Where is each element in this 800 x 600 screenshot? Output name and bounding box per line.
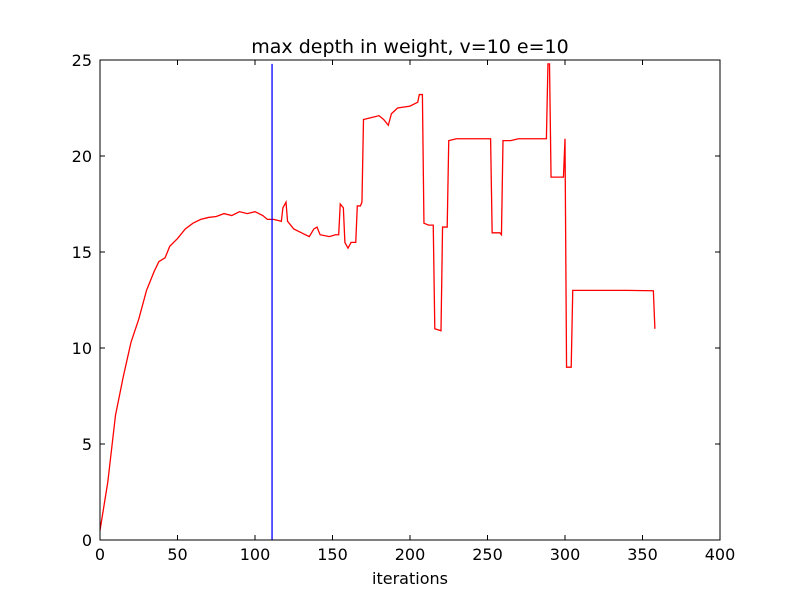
x-axis-label: iterations bbox=[372, 569, 448, 588]
x-tick-label: 150 bbox=[317, 545, 348, 564]
x-tick-label: 200 bbox=[395, 545, 426, 564]
y-tick-label: 10 bbox=[72, 339, 92, 358]
y-tick-label: 5 bbox=[82, 435, 92, 454]
data-line bbox=[99, 63, 656, 531]
y-tick-label: 0 bbox=[82, 531, 92, 550]
y-tick-label: 20 bbox=[72, 147, 92, 166]
y-tick-label: 15 bbox=[72, 243, 92, 262]
chart-title: max depth in weight, v=10 e=10 bbox=[251, 36, 568, 58]
x-tick-label: 0 bbox=[95, 545, 105, 564]
x-tick-label: 50 bbox=[167, 545, 187, 564]
x-tick-label: 300 bbox=[550, 545, 581, 564]
y-tick-label: 25 bbox=[72, 51, 92, 70]
x-tick-label: 100 bbox=[240, 545, 271, 564]
x-tick-label: 400 bbox=[705, 545, 736, 564]
x-tick-label: 250 bbox=[472, 545, 503, 564]
x-tick-label: 350 bbox=[627, 545, 658, 564]
